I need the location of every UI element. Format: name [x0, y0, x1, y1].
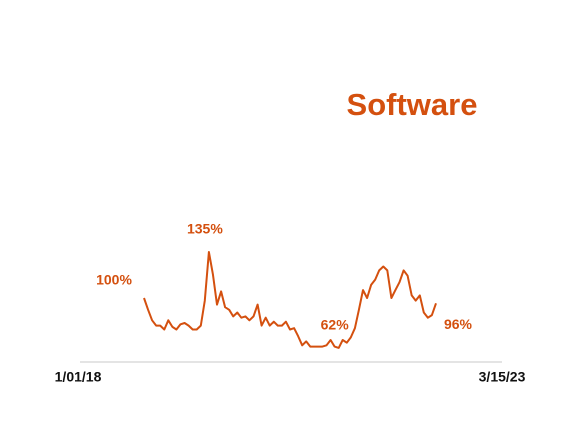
data-label: 96% [444, 316, 473, 332]
chart-title: Software [347, 87, 478, 122]
x-axis-label: 3/15/23 [479, 369, 526, 385]
line [143, 251, 437, 349]
data-label: 62% [321, 317, 350, 333]
x-axis-label: 1/01/18 [55, 369, 102, 385]
data-label: 135% [187, 221, 223, 237]
data-label: 100% [96, 272, 132, 288]
